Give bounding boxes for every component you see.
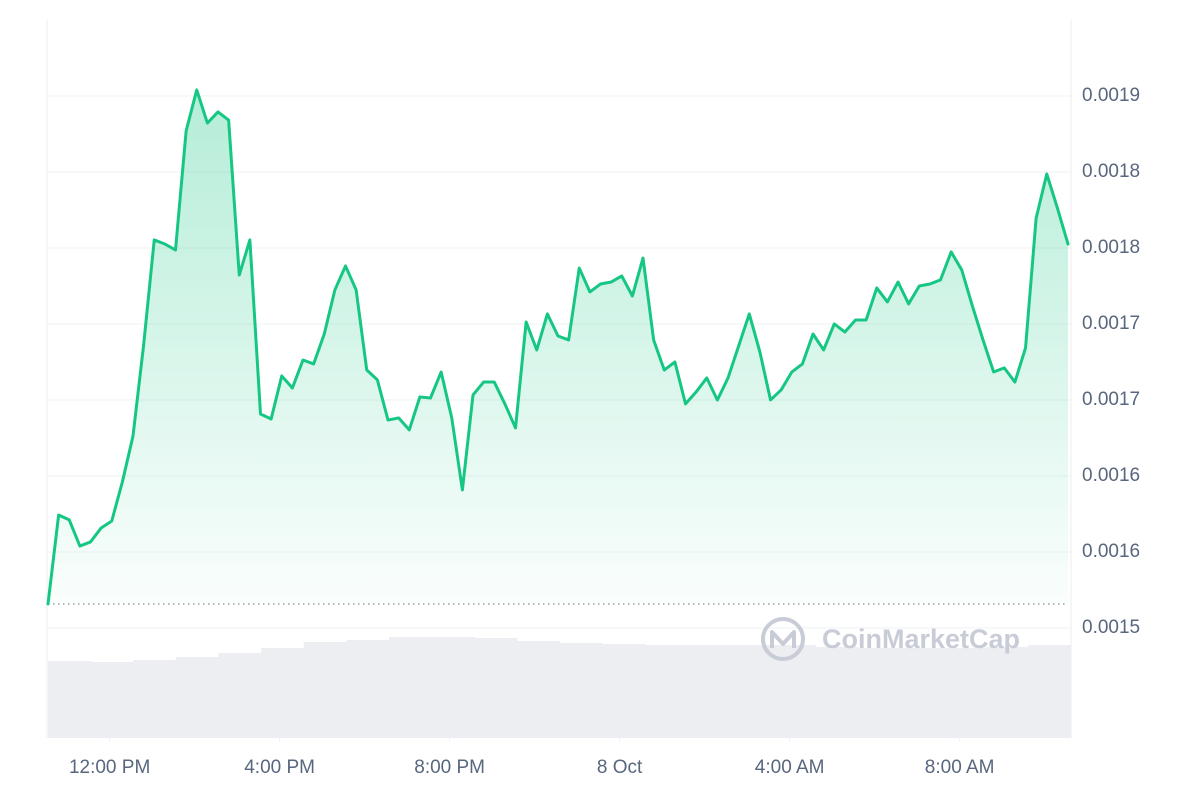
- y-tick-label: 0.0017: [1082, 389, 1140, 410]
- volume-bar: [602, 644, 646, 738]
- watermark-text: CoinMarketCap: [822, 624, 1020, 654]
- volume-bar: [175, 657, 219, 738]
- volume-bar: [815, 647, 859, 738]
- y-tick-label: 0.0019: [1082, 85, 1140, 106]
- watermark-logo: [761, 617, 805, 661]
- x-tick-label: 8:00 PM: [414, 757, 485, 778]
- volume-bar: [431, 637, 475, 738]
- volume-bar: [687, 645, 731, 738]
- x-tick-label: 8 Oct: [597, 757, 643, 778]
- volume-bar: [857, 648, 901, 738]
- x-tick-label: 4:00 PM: [244, 757, 315, 778]
- axes: 0.0015 0.0016 0.0016 0.0017 0.0017 0.0018 0.00…: [69, 85, 1140, 778]
- volume-bar: [644, 645, 688, 738]
- volume-bar: [261, 648, 305, 738]
- volume-bar: [900, 648, 944, 738]
- volume-bar: [90, 662, 134, 738]
- y-tick-label: 0.0016: [1082, 541, 1140, 562]
- x-tick-label: 8:00 AM: [925, 757, 995, 778]
- volume-bars: [48, 637, 1072, 738]
- y-tick-label: 0.0018: [1082, 161, 1140, 182]
- price-area: [48, 89, 1069, 604]
- x-tick-label: 4:00 AM: [755, 757, 825, 778]
- price-line: [46, 88, 1070, 606]
- y-tick-label: 0.0018: [1082, 237, 1140, 258]
- volume-bar: [389, 637, 433, 738]
- volume-bar: [474, 638, 518, 738]
- volume-bar: [559, 643, 603, 738]
- watermark-logo-mark: [770, 630, 796, 648]
- volume-bar: [985, 647, 1029, 738]
- x-tick-label: 12:00 PM: [69, 757, 150, 778]
- volume-bar: [1028, 645, 1072, 738]
- watermark: CoinMarketCap: [761, 617, 1020, 661]
- volume-bar: [133, 660, 177, 738]
- y-tick-label: 0.0016: [1082, 465, 1140, 486]
- volume-bar: [48, 661, 92, 738]
- volume-bar: [516, 641, 560, 738]
- volume-bar: [303, 642, 347, 738]
- volume-bar: [730, 645, 774, 738]
- series: [46, 88, 1070, 606]
- volume-bar: [943, 648, 987, 738]
- y-tick-label: 0.0017: [1082, 313, 1140, 334]
- volume-bar: [218, 653, 262, 738]
- y-tick-label: 0.0015: [1082, 617, 1140, 638]
- volume-bar: [346, 640, 390, 738]
